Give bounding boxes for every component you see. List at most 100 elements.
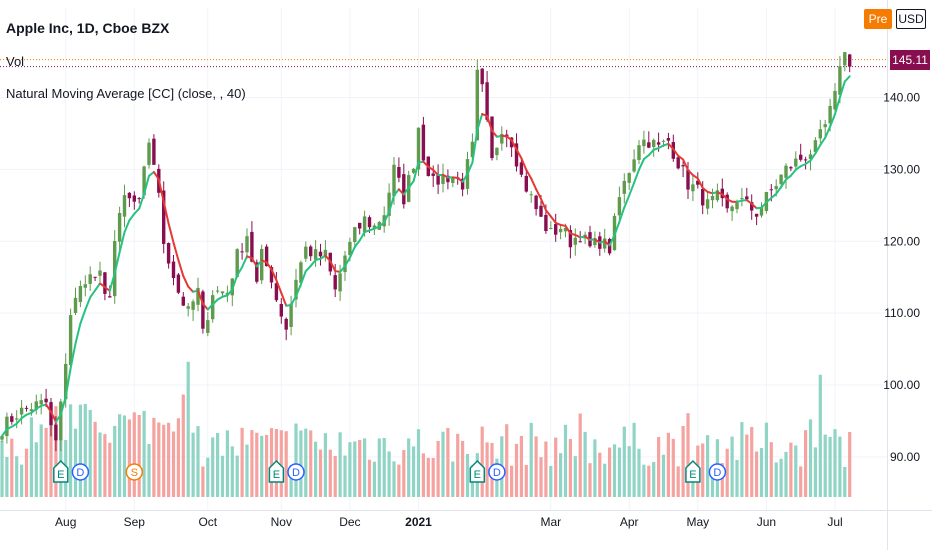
candle-body bbox=[108, 296, 112, 298]
split-marker[interactable]: S bbox=[125, 463, 144, 481]
ma-segment bbox=[358, 231, 366, 242]
candle-body bbox=[500, 133, 504, 144]
volume-bar bbox=[269, 428, 274, 497]
indicator-legend[interactable]: Natural Moving Average [CC] (close, , 40… bbox=[6, 86, 246, 101]
currency-button[interactable]: USD bbox=[896, 9, 926, 29]
ma-segment bbox=[843, 75, 851, 83]
candle-body bbox=[661, 140, 666, 142]
candle-body bbox=[152, 138, 156, 165]
candle-body bbox=[534, 195, 538, 210]
candle-body bbox=[573, 237, 577, 245]
ma-segment bbox=[143, 174, 150, 195]
candle-body bbox=[647, 142, 651, 148]
ma-segment bbox=[241, 255, 248, 269]
dividend-marker[interactable]: D bbox=[708, 463, 727, 481]
svg-text:D: D bbox=[713, 467, 721, 479]
ma-segment bbox=[123, 219, 131, 234]
volume-bar bbox=[642, 464, 646, 497]
dividend-marker[interactable]: D bbox=[488, 463, 506, 481]
candle-body bbox=[19, 407, 24, 415]
volume-bar bbox=[230, 446, 234, 497]
volume-bar bbox=[235, 455, 239, 497]
ma-segment bbox=[471, 129, 479, 164]
earnings-marker[interactable]: E bbox=[268, 459, 285, 483]
ma-segment bbox=[564, 224, 572, 235]
volume-legend[interactable]: Vol bbox=[6, 54, 25, 69]
volume-bar bbox=[392, 461, 396, 497]
volume-bar bbox=[671, 438, 675, 497]
candle-body bbox=[446, 175, 450, 183]
volume-bar bbox=[127, 419, 131, 497]
volume-bar bbox=[848, 432, 852, 497]
earnings-marker[interactable]: E bbox=[685, 459, 701, 483]
volume-bar bbox=[98, 432, 102, 497]
ma-segment bbox=[491, 129, 498, 138]
ma-segment bbox=[79, 308, 87, 325]
ma-segment bbox=[701, 186, 709, 193]
candle-body bbox=[402, 174, 406, 205]
ma-segment bbox=[1, 428, 8, 438]
volume-bar bbox=[661, 454, 666, 497]
volume-bar bbox=[627, 446, 631, 497]
volume-bar bbox=[176, 418, 180, 497]
volume-bar bbox=[377, 438, 381, 497]
candle-body bbox=[652, 139, 656, 147]
earnings-marker[interactable]: E bbox=[53, 459, 69, 483]
volume-bar bbox=[10, 438, 14, 497]
candle-body bbox=[0, 436, 4, 440]
candle-body bbox=[593, 238, 597, 246]
candle-body bbox=[578, 241, 582, 243]
x-axis: Aug Sep Oct Nov Dec 2021 Mar Apr May Jun Jul bbox=[55, 515, 843, 529]
candle-body bbox=[637, 145, 641, 160]
symbol-title[interactable]: Apple Inc, 1D, Cboe BZX bbox=[6, 20, 170, 36]
dividend-marker[interactable]: D bbox=[287, 463, 305, 481]
candle-body bbox=[603, 238, 607, 249]
candle-body bbox=[103, 272, 107, 294]
volume-bar bbox=[211, 437, 215, 497]
candle-body bbox=[686, 169, 690, 190]
ma-segment bbox=[304, 264, 312, 273]
earnings-marker[interactable]: E bbox=[469, 459, 486, 483]
volume-bar bbox=[240, 427, 244, 497]
svg-text:E: E bbox=[57, 469, 64, 481]
candle-body bbox=[789, 167, 793, 169]
svg-text:E: E bbox=[689, 469, 696, 481]
x-tick-label: May bbox=[686, 515, 709, 529]
candle-body bbox=[362, 216, 367, 233]
svg-text:E: E bbox=[273, 469, 280, 481]
volume-bar bbox=[24, 448, 29, 497]
candle-body bbox=[441, 174, 445, 184]
y-tick-label: 120.00 bbox=[883, 234, 920, 248]
ma-segment bbox=[613, 220, 621, 237]
ma-segment bbox=[520, 157, 528, 171]
volume-bar bbox=[245, 444, 249, 497]
volume-bar bbox=[88, 409, 92, 497]
candle-body bbox=[490, 116, 494, 159]
dividend-marker[interactable]: D bbox=[71, 463, 90, 481]
volume-bar bbox=[289, 465, 293, 497]
ma-segment bbox=[608, 234, 616, 247]
candle-body bbox=[323, 249, 328, 256]
candle-body bbox=[710, 196, 715, 201]
volume-bar bbox=[720, 463, 724, 497]
candle-body bbox=[39, 400, 43, 405]
ma-segment bbox=[824, 125, 832, 139]
ma-segment bbox=[182, 275, 190, 288]
ma-segment bbox=[201, 302, 209, 311]
candle-body bbox=[73, 297, 78, 313]
volume-bar bbox=[451, 461, 455, 497]
volume-bar bbox=[524, 464, 528, 497]
candle-body bbox=[769, 189, 773, 191]
volume-bar bbox=[794, 445, 798, 497]
volume-bar bbox=[436, 440, 440, 497]
ma-segment bbox=[667, 142, 675, 151]
candle-body bbox=[83, 284, 87, 288]
candle-body bbox=[676, 157, 680, 169]
candle-body bbox=[211, 295, 215, 320]
volume-bar bbox=[416, 429, 421, 497]
volume-bar bbox=[598, 452, 602, 497]
candle-body bbox=[833, 90, 837, 110]
volume-bar bbox=[142, 410, 146, 497]
